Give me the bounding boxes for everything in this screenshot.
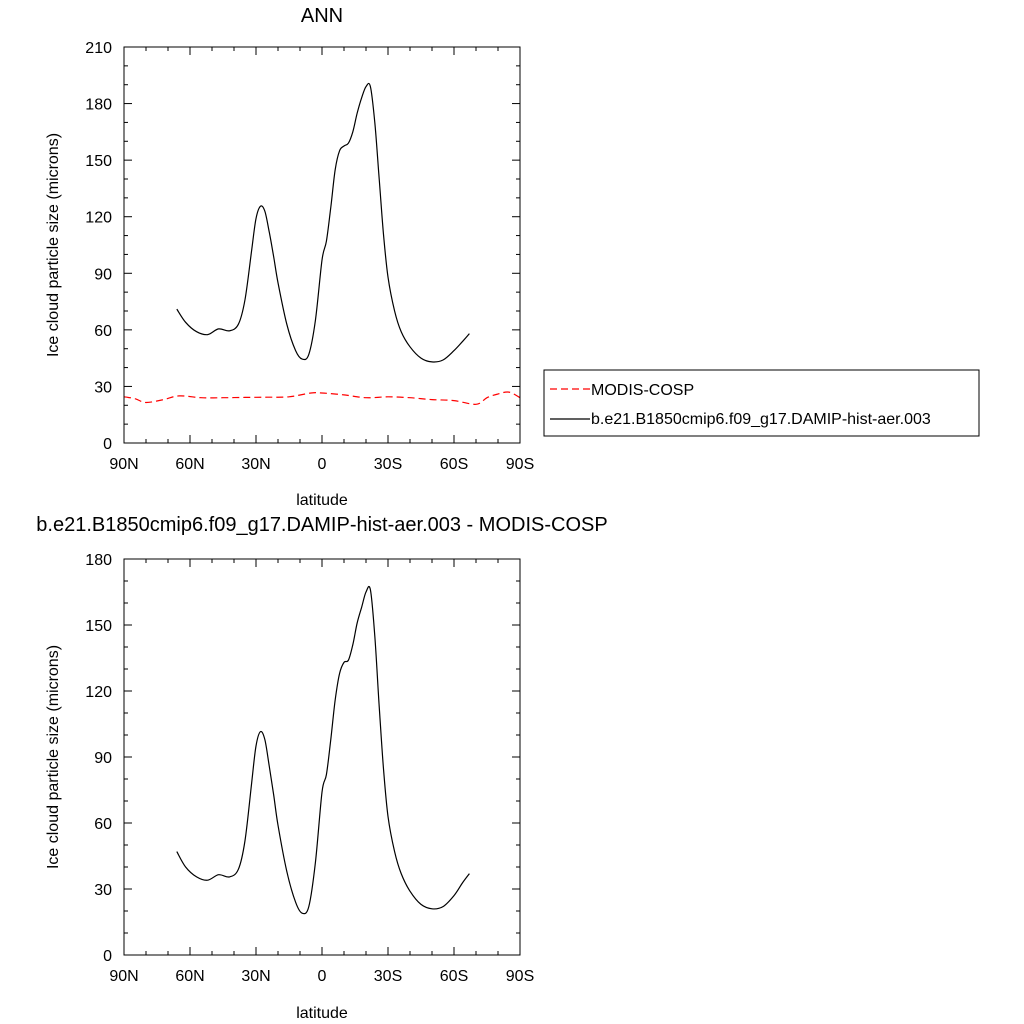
top-y-axis-label: Ice cloud particle size (microns) [45, 133, 62, 357]
bottom-panel: b.e21.B1850cmip6.f09_g17.DAMIP-hist-aer.… [36, 514, 607, 1022]
legend-box [543, 369, 980, 437]
bottom-x-tick-label: 60N [175, 968, 204, 985]
top-modis-cosp-line [123, 391, 521, 405]
top-y-tick-label: 90 [94, 266, 112, 283]
top-x-tick-label: 60N [175, 456, 204, 473]
top-x-tick-label: 0 [318, 456, 327, 473]
bottom-ticks: 90N 60N 30N 0 30S 60S 90S 0 30 60 90 120 150 180 [85, 552, 534, 985]
bottom-y-axis-label: Ice cloud particle size (microns) [45, 645, 62, 869]
bottom-x-tick-label: 90S [506, 968, 534, 985]
top-y-tick-label: 30 [94, 379, 112, 396]
top-y-tick-label: 120 [85, 210, 112, 227]
top-x-axis-label: latitude [296, 492, 348, 509]
bottom-y-tick-label: 0 [103, 948, 112, 965]
top-y-tick-label: 0 [103, 436, 112, 453]
bottom-series [176, 585, 470, 915]
bottom-y-tick-label: 180 [85, 552, 112, 569]
top-series [123, 82, 521, 405]
bottom-x-tick-label: 30S [374, 968, 402, 985]
bottom-x-axis-label: latitude [296, 1005, 348, 1022]
top-x-tick-label: 30N [241, 456, 270, 473]
bottom-y-tick-label: 30 [94, 882, 112, 899]
top-panel: ANN 90N 60N 30N 0 30S 60S 90S 0 30 60 90 120 150 180 2… [45, 5, 980, 509]
bottom-chart-title: b.e21.B1850cmip6.f09_g17.DAMIP-hist-aer.… [36, 514, 607, 536]
bottom-y-tick-label: 150 [85, 618, 112, 635]
top-plot-frame [123, 46, 521, 444]
top-chart-title: ANN [301, 5, 343, 27]
bottom-plot-frame [123, 558, 521, 956]
top-ticks: 90N 60N 30N 0 30S 60S 90S 0 30 60 90 120 150 180 210 [85, 40, 534, 473]
top-x-tick-label: 60S [440, 456, 468, 473]
bottom-y-tick-label: 120 [85, 684, 112, 701]
top-model-line [176, 82, 470, 363]
top-y-tick-label: 210 [85, 40, 112, 57]
legend-label-modis: MODIS-COSP [591, 382, 694, 399]
bottom-x-tick-label: 60S [440, 968, 468, 985]
bottom-y-tick-label: 60 [94, 816, 112, 833]
legend-label-model: b.e21.B1850cmip6.f09_g17.DAMIP-hist-aer.… [591, 411, 931, 428]
top-y-tick-label: 180 [85, 97, 112, 114]
bottom-y-tick-label: 90 [94, 750, 112, 767]
bottom-difference-line [176, 585, 470, 915]
bottom-x-tick-label: 30N [241, 968, 270, 985]
bottom-x-tick-label: 90N [109, 968, 138, 985]
top-x-tick-label: 30S [374, 456, 402, 473]
top-x-tick-label: 90S [506, 456, 534, 473]
legend: MODIS-COSP b.e21.B1850cmip6.f09_g17.DAMI… [543, 369, 980, 437]
top-y-tick-label: 150 [85, 153, 112, 170]
bottom-x-tick-label: 0 [318, 968, 327, 985]
top-y-tick-label: 60 [94, 323, 112, 340]
top-x-tick-label: 90N [109, 456, 138, 473]
